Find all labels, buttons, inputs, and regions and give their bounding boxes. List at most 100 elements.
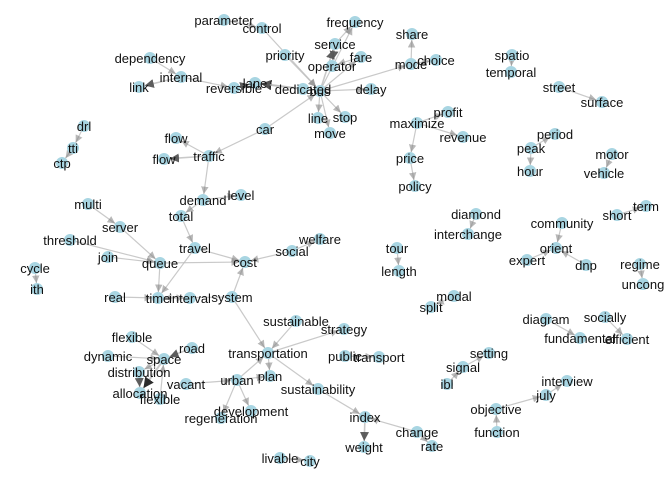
node-label-fundamental: fundamental [544,331,616,346]
node-change [411,426,423,438]
node-label-plan: plan [258,369,283,384]
node-hour [524,165,536,177]
edge-traffic-flow2 [169,153,210,163]
node-weight [358,441,370,453]
node-label-community: community [531,216,594,231]
node-operator [326,60,338,72]
node-space [158,353,170,365]
node-label-period: period [537,127,573,142]
node-system [226,291,238,303]
node-label-index: index [349,410,381,425]
node-label-dynamic: dynamic [84,349,133,364]
node-move [324,127,336,139]
node-interval [184,292,196,304]
node-label-change: change [396,425,439,440]
node-dependency [144,52,156,64]
node-profit [442,106,454,118]
node-orient [550,242,562,254]
node-term [640,200,652,212]
node-dynamic [102,350,114,362]
node-label-surface: surface [581,95,624,110]
node-label-choice: choice [417,53,455,68]
edge-real-time [114,293,153,302]
node-label-setting: setting [470,346,508,361]
node-frequency [349,16,361,28]
node-label-peak: peak [517,141,546,156]
node-transportation [262,347,274,359]
node-label-road: road [179,341,205,356]
node-label-interview: interview [541,374,593,389]
node-label-delay: delay [355,82,387,97]
node-july [540,389,552,401]
node-ctp [56,157,68,169]
node-label-split: split [419,300,443,315]
node-peak [525,142,537,154]
node-line [312,112,324,124]
node-label-cycle: cycle [20,261,50,276]
node-label-city: city [300,454,320,469]
node-label-tour: tour [386,241,409,256]
node-interchange [462,228,474,240]
node-server [114,221,126,233]
node-label-rate: rate [421,439,443,454]
node-label-transportation: transportation [228,346,308,361]
node-community [556,217,568,229]
node-strategy [338,323,350,335]
node-lane [249,77,261,89]
node-development [245,405,257,417]
node-label-distribution: distribution [108,365,171,380]
node-allocation [134,387,146,399]
node-label-move: move [314,126,346,141]
node-label-server: server [102,220,139,235]
node-spatio [506,49,518,61]
node-index [359,411,371,423]
edge-vacant-urban [185,377,232,385]
node-label-vacant: vacant [167,377,206,392]
node-label-hour: hour [517,164,544,179]
node-period [549,128,561,140]
edge-bus-mode [319,64,406,92]
edge-maximize-revenue [416,122,458,137]
node-expert [521,254,533,266]
edge-bus-lane [260,80,321,92]
node-label-share: share [396,27,429,42]
node-label-interchange: interchange [434,227,502,242]
nodes-layer [29,14,652,467]
node-temporal [505,66,517,78]
node-function [491,426,503,438]
node-split [425,301,437,313]
node-dedicated [297,83,309,95]
node-label-expert: expert [509,253,546,268]
edge-transportation-sustainability [267,352,314,386]
node-label-regime: regime [620,257,660,272]
node-share [406,28,418,40]
node-label-short: short [603,208,632,223]
node-label-socially: socially [584,310,627,325]
node-internal [175,71,187,83]
node-price [404,152,416,164]
node-label-urban: urban [220,373,253,388]
node-label-vehicle: vehicle [584,166,624,181]
node-label-ctp: ctp [53,156,70,171]
node-socially [599,311,611,323]
node-label-cost: cost [233,255,257,270]
edge-objective-july [495,395,541,410]
node-label-link: link [129,80,149,95]
node-label-efficient: efficient [605,332,650,347]
node-label-drl: drl [77,119,92,134]
node-stop [339,111,351,123]
node-label-sustainability: sustainability [281,382,356,397]
node-sustainability [312,383,324,395]
node-label-frequency: frequency [326,15,384,30]
node-link [133,81,145,93]
node-uncong [637,278,649,290]
node-cost [239,256,251,268]
node-label-july: july [535,388,556,403]
node-label-total: total [169,209,194,224]
node-label-lane: lane [243,76,268,91]
node-queue [154,257,166,269]
node-maximize [411,117,423,129]
node-label-demand: demand [180,193,227,208]
node-label-maximize: maximize [390,116,445,131]
edge-bus-delay [319,85,366,94]
